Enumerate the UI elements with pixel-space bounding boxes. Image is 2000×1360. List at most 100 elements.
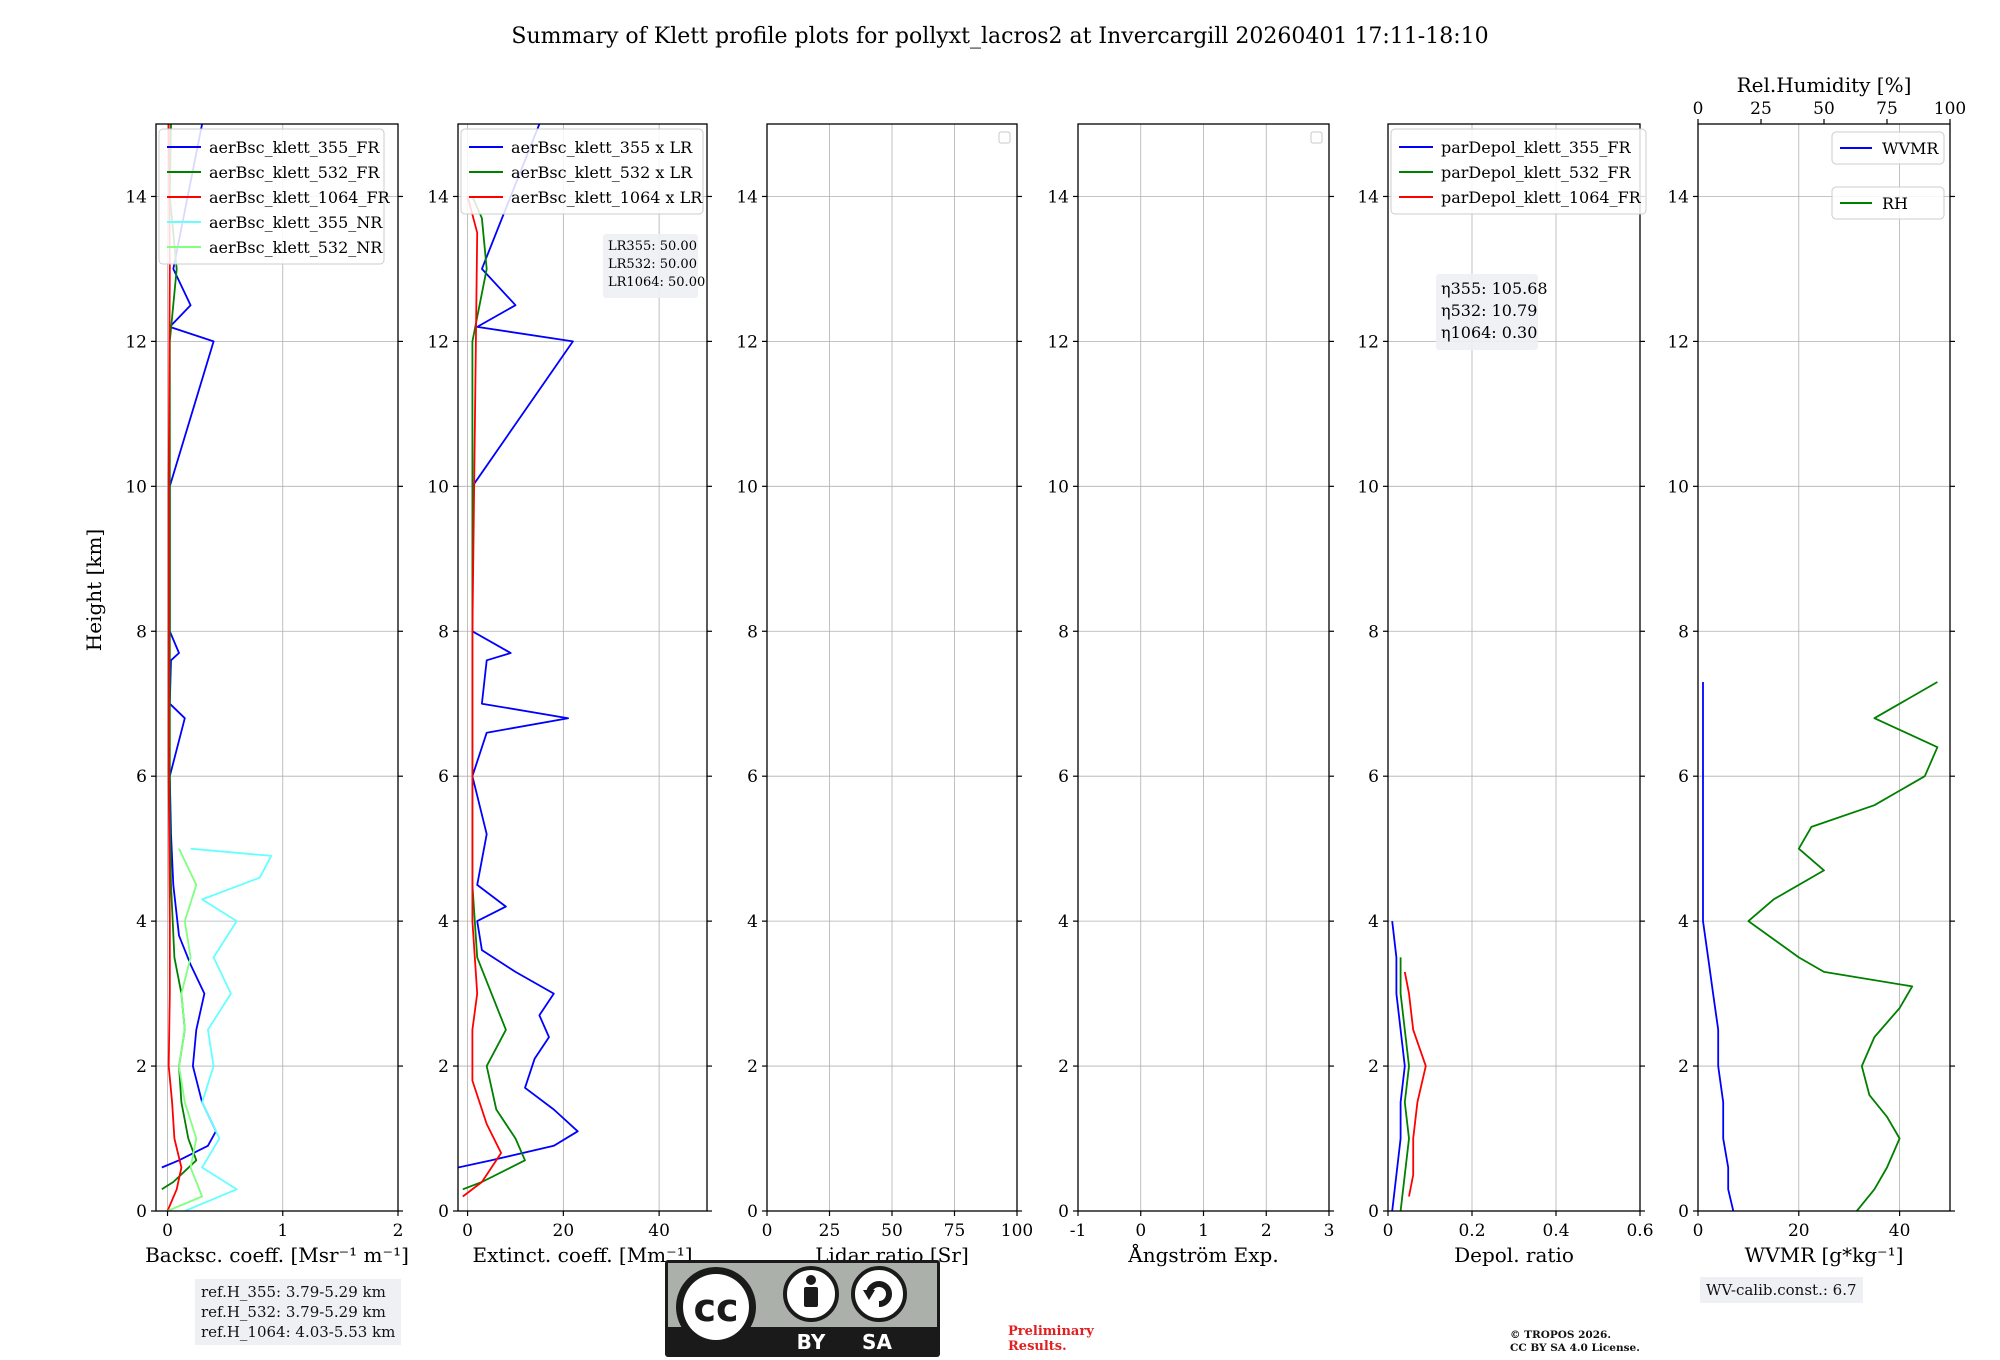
y-tick-label: 4 bbox=[1678, 912, 1689, 932]
y-tick-label: 8 bbox=[438, 622, 449, 642]
series-line-aerBsc_klett_532 x LR bbox=[462, 196, 526, 1191]
y-tick-label: 14 bbox=[1357, 187, 1379, 207]
y-tick-label: 6 bbox=[1058, 767, 1069, 787]
x-axis-label: WVMR [g*kg⁻¹] bbox=[1745, 1243, 1904, 1267]
x-tick-label: 100 bbox=[1001, 1221, 1033, 1241]
y-tick-label: 14 bbox=[736, 187, 758, 207]
legend-box bbox=[1390, 128, 1647, 215]
x-tick-label: 40 bbox=[648, 1221, 670, 1241]
y-tick-label: 4 bbox=[438, 912, 449, 932]
y-tick-label: 6 bbox=[1368, 767, 1379, 787]
sa-arrow-head bbox=[863, 1290, 875, 1300]
axes-frame bbox=[155, 123, 399, 1212]
axes-frame bbox=[1697, 123, 1951, 1212]
y-tick-label: 14 bbox=[1047, 187, 1069, 207]
x2-tick-label: 0 bbox=[1693, 99, 1704, 119]
axes-frame bbox=[1077, 123, 1330, 1212]
preliminary-results-note: Preliminary Results. bbox=[1008, 1324, 1094, 1354]
x-tick-label: 2 bbox=[1261, 1221, 1272, 1241]
x-tick-label: 3 bbox=[1324, 1221, 1335, 1241]
copyright-note: © TROPOS 2026. CC BY SA 4.0 License. bbox=[1510, 1329, 1640, 1355]
y-tick-label: 10 bbox=[736, 477, 758, 497]
annotation-line: LR1064: 50.00 bbox=[608, 275, 705, 290]
y-tick-label: 0 bbox=[438, 1202, 449, 1222]
y-tick-label: 10 bbox=[125, 477, 147, 497]
axes-frame bbox=[457, 123, 708, 1212]
legend-label: aerBsc_klett_532 x LR bbox=[511, 163, 693, 182]
y-tick-label: 2 bbox=[438, 1057, 449, 1077]
legend-label: RH bbox=[1882, 194, 1908, 213]
x-tick-label: -1 bbox=[1070, 1221, 1087, 1241]
y-tick-label: 6 bbox=[136, 767, 147, 787]
y-tick-label: 14 bbox=[427, 187, 449, 207]
y-tick-label: 0 bbox=[747, 1202, 758, 1222]
y-tick-label: 0 bbox=[136, 1202, 147, 1222]
series-line-parDepol_klett_532_FR bbox=[1399, 957, 1410, 1211]
legend-box bbox=[158, 128, 385, 265]
series-line-WVMR bbox=[1702, 682, 1735, 1211]
annotation-line: η532: 10.79 bbox=[1441, 301, 1537, 320]
y-tick-label: 2 bbox=[136, 1057, 147, 1077]
y-tick-label: 2 bbox=[1058, 1057, 1069, 1077]
x2-axis-label: Rel.Humidity [%] bbox=[1737, 73, 1912, 97]
x-tick-label: 40 bbox=[1889, 1221, 1911, 1241]
x-tick-label: 0 bbox=[462, 1221, 473, 1241]
y-tick-label: 8 bbox=[1368, 622, 1379, 642]
preliminary-line-1: Preliminary bbox=[1008, 1324, 1094, 1339]
legend-label: parDepol_klett_532_FR bbox=[1441, 163, 1632, 182]
series-group bbox=[458, 124, 579, 1198]
y-tick-label: 2 bbox=[1368, 1057, 1379, 1077]
legend-label: aerBsc_klett_355_FR bbox=[209, 138, 380, 157]
y-tick-label: 8 bbox=[136, 622, 147, 642]
y-tick-label: 2 bbox=[747, 1057, 758, 1077]
legend-label: WVMR bbox=[1882, 139, 1939, 158]
y-tick-label: 12 bbox=[736, 332, 758, 352]
legend-box bbox=[460, 128, 704, 215]
series-line-aerBsc_klett_1064_FR bbox=[166, 124, 183, 1211]
annotation-extinction: LR355: 50.00 LR532: 50.00 LR1064: 50.00 bbox=[603, 234, 705, 298]
x-axis-label: Depol. ratio bbox=[1454, 1243, 1574, 1267]
x-tick-label: 25 bbox=[819, 1221, 841, 1241]
sa-share-alike-icon bbox=[851, 1266, 907, 1322]
x-tick-label: 0 bbox=[1383, 1221, 1394, 1241]
x-tick-label: 20 bbox=[1788, 1221, 1810, 1241]
y-tick-label: 14 bbox=[1667, 187, 1689, 207]
y-tick-label: 6 bbox=[747, 767, 758, 787]
legend-label: parDepol_klett_1064_FR bbox=[1441, 188, 1642, 207]
y-tick-label: 12 bbox=[1047, 332, 1069, 352]
empty-legend-box bbox=[998, 131, 1011, 144]
y-tick-label: 10 bbox=[1357, 477, 1379, 497]
series-line-aerBsc_klett_532_FR bbox=[161, 124, 198, 1191]
series-line-aerBsc_klett_532_NR bbox=[167, 848, 203, 1211]
series-group bbox=[1391, 920, 1427, 1211]
series-group bbox=[1702, 681, 1939, 1211]
annotation-box bbox=[603, 234, 698, 298]
y-tick-label: 6 bbox=[1678, 767, 1689, 787]
legend-label: aerBsc_klett_1064 x LR bbox=[511, 188, 703, 207]
x-tick-label: 20 bbox=[553, 1221, 575, 1241]
x-tick-label: 50 bbox=[881, 1221, 903, 1241]
legend-label: parDepol_klett_355_FR bbox=[1441, 138, 1632, 157]
x-axis-label: Ångström Exp. bbox=[1127, 1242, 1278, 1267]
y-tick-label: 2 bbox=[1678, 1057, 1689, 1077]
x-tick-label: 0.4 bbox=[1542, 1221, 1569, 1241]
series-line-parDepol_klett_355_FR bbox=[1391, 920, 1406, 1211]
x2-tick-label: 100 bbox=[1934, 99, 1966, 119]
legend-box bbox=[1831, 131, 1945, 165]
axes-frame bbox=[1387, 123, 1641, 1212]
y-axis-label: Height [km] bbox=[82, 529, 106, 651]
ref-height-532: ref.H_532: 3.79-5.29 km bbox=[201, 1303, 386, 1321]
series-line-aerBsc_klett_1064 x LR bbox=[462, 196, 502, 1198]
axes-frame bbox=[766, 123, 1018, 1212]
x-axis-label: Extinct. coeff. [Mm⁻¹] bbox=[472, 1243, 692, 1267]
y-tick-label: 4 bbox=[1058, 912, 1069, 932]
x-tick-label: 0 bbox=[762, 1221, 773, 1241]
y-tick-label: 4 bbox=[747, 912, 758, 932]
y-tick-label: 14 bbox=[125, 187, 147, 207]
y-tick-label: 12 bbox=[1667, 332, 1689, 352]
by-person-body bbox=[804, 1287, 818, 1307]
sa-label: SA bbox=[862, 1330, 892, 1354]
empty-legend-box bbox=[1310, 131, 1323, 144]
